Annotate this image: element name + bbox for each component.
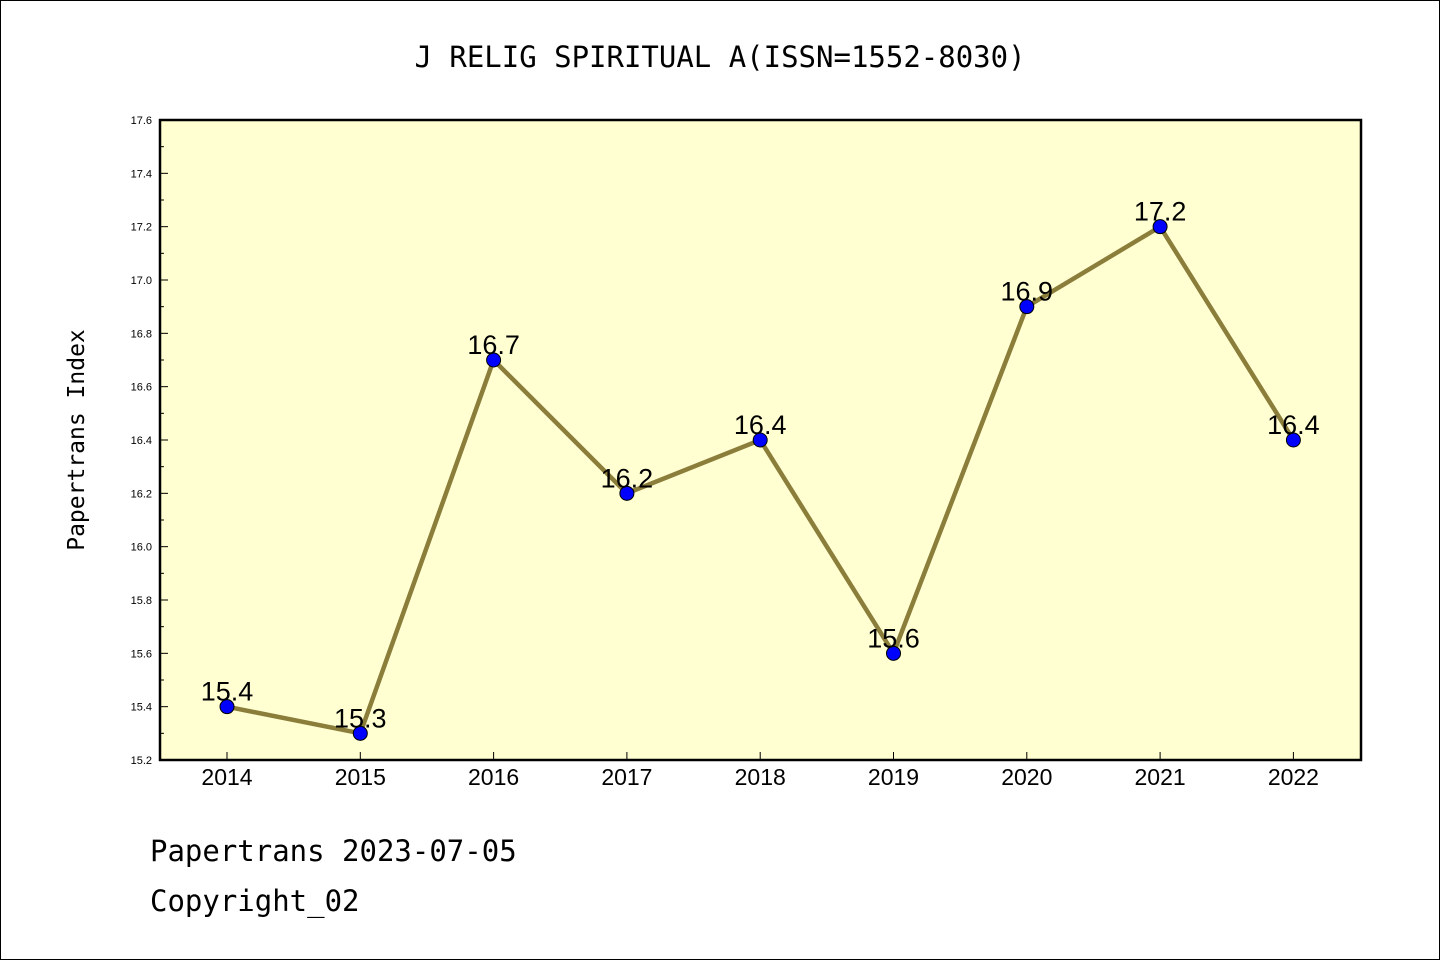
y-tick-label: 16.8 [131, 328, 152, 340]
footer-date: Papertrans 2023-07-05 [150, 834, 517, 868]
data-point [619, 485, 635, 501]
y-axis-label: Papertrans Index [64, 329, 90, 551]
data-label: 16.4 [1267, 410, 1320, 440]
x-tick-label: 2015 [335, 764, 386, 790]
y-tick-label: 17.2 [131, 222, 152, 234]
x-tick-label: 2021 [1135, 764, 1186, 790]
data-point [219, 699, 235, 715]
x-axis: 2014 2015 2016 2017 2018 2019 2020 2021 2022 [201, 752, 1319, 790]
y-tick-label: 15.6 [131, 648, 152, 660]
y-tick-label: 15.4 [131, 702, 152, 714]
y-axis: 15.2 15.4 15.6 15.8 16.0 16.2 16.4 16.6 16.8 17.0… [131, 115, 168, 767]
y-tick-label: 16.6 [131, 382, 152, 394]
x-tick-label: 2014 [201, 764, 252, 790]
x-tick-label: 2020 [1001, 764, 1052, 790]
data-label: 15.3 [334, 703, 387, 733]
x-tick-label: 2016 [468, 764, 519, 790]
x-tick-label: 2022 [1268, 764, 1319, 790]
data-label: 15.4 [201, 677, 254, 707]
data-point [352, 725, 368, 741]
chart-title: J RELIG SPIRITUAL A(ISSN=1552-8030) [414, 40, 1025, 74]
x-tick-label: 2019 [868, 764, 919, 790]
data-point [752, 432, 768, 448]
data-label: 15.6 [867, 623, 920, 653]
y-tick-label: 15.8 [131, 595, 152, 607]
y-tick-label: 16.2 [131, 488, 152, 500]
data-point [1019, 299, 1035, 315]
x-tick-label: 2018 [735, 764, 786, 790]
y-tick-label: 17.0 [131, 275, 152, 287]
y-tick-label: 15.2 [131, 755, 152, 767]
y-tick-label: 16.0 [131, 542, 152, 554]
data-point [1152, 219, 1168, 235]
data-point [886, 645, 901, 661]
data-label: 17.2 [1134, 197, 1187, 227]
data-label: 16.9 [1001, 277, 1054, 307]
plot-border [158, 118, 1363, 762]
x-tick-label: 2017 [601, 764, 652, 790]
y-tick-label: 17.4 [131, 168, 152, 180]
data-label: 16.7 [467, 330, 520, 360]
data-label: 16.4 [734, 410, 787, 440]
data-point [1285, 432, 1301, 448]
data-point [486, 352, 502, 368]
y-tick-label: 17.6 [131, 115, 152, 127]
footer-copyright: Copyright_02 [150, 884, 360, 918]
data-label: 16.2 [601, 463, 654, 493]
data-points [219, 219, 1301, 741]
y-tick-label: 16.4 [131, 435, 152, 447]
data-labels: 15.4 15.3 16.7 16.2 16.4 15.6 16.9 17.2 16.4 [201, 197, 1320, 734]
